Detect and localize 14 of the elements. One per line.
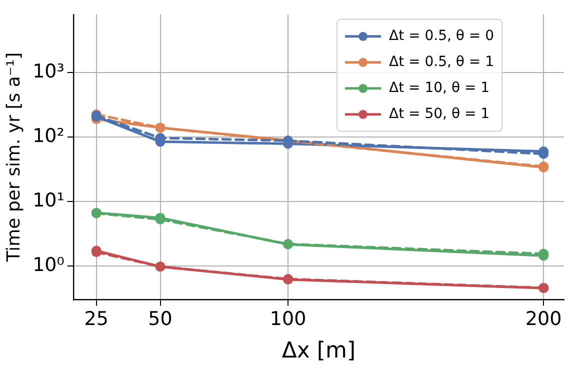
legend-label: Δt = 0.5, θ = 0 [389, 28, 494, 44]
y-tick-label: 10¹ [32, 190, 64, 212]
x-tick-label: 50 [148, 308, 172, 330]
y-tick-label: 10⁰ [32, 254, 64, 276]
x-axis-title: Δx [m] [282, 338, 356, 364]
legend-label: Δt = 0.5, θ = 1 [389, 54, 494, 70]
x-tick-label: 200 [525, 308, 562, 330]
y-tick-label: 10³ [32, 60, 64, 83]
y-tick-label: 10² [32, 125, 64, 148]
y-axis-title: Time per sim. yr [s a⁻¹] [3, 52, 24, 263]
x-tick-label: 25 [84, 308, 108, 330]
legend-label: Δt = 10, θ = 1 [389, 80, 490, 96]
legend-label: Δt = 50, θ = 1 [389, 106, 490, 122]
x-tick-label: 100 [270, 308, 306, 330]
